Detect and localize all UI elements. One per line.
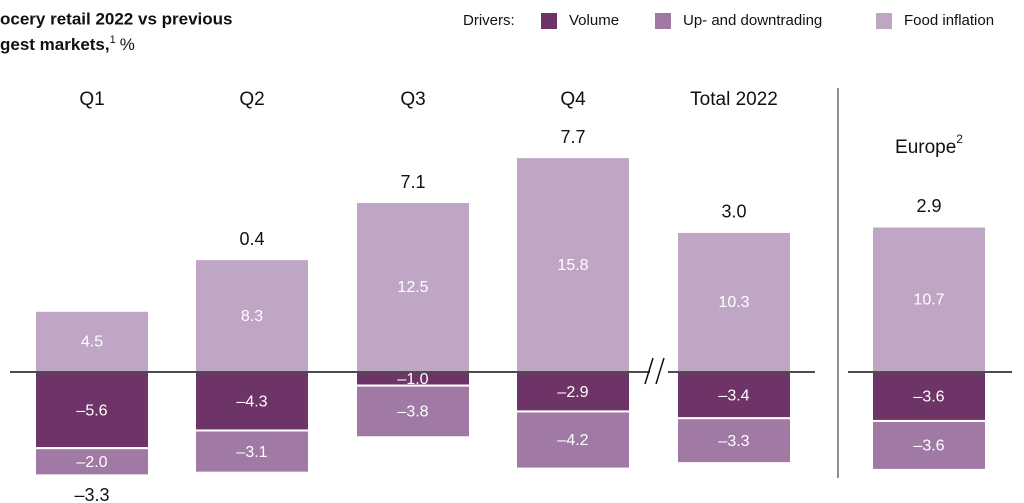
category-text: Europe bbox=[895, 137, 956, 158]
bar-segment bbox=[676, 417, 792, 465]
category-superscript: 2 bbox=[956, 132, 963, 146]
bars bbox=[34, 156, 987, 477]
bar-segment bbox=[355, 201, 471, 373]
chart-title: ocery retail 2022 vs previous bbox=[0, 9, 232, 28]
legend-label: Up- and downtrading bbox=[683, 12, 822, 29]
x-tick-label: Europe2 bbox=[895, 132, 963, 158]
legend-swatch bbox=[655, 13, 671, 29]
category-text: Q1 bbox=[79, 89, 104, 110]
bar-segment bbox=[676, 230, 792, 373]
legend-label: Volume bbox=[569, 12, 619, 29]
bar-segment bbox=[194, 429, 310, 474]
segment-label: 12.5 bbox=[397, 279, 428, 296]
segment-label: –4.2 bbox=[557, 432, 588, 449]
segment-label: –3.4 bbox=[718, 387, 749, 404]
axis-break bbox=[655, 357, 665, 385]
segment-label: –3.6 bbox=[913, 389, 944, 406]
axis-break bbox=[644, 357, 654, 385]
total-label: –3.3 bbox=[74, 485, 109, 503]
segment-label: –3.1 bbox=[236, 444, 267, 461]
bar-segment bbox=[515, 410, 631, 470]
category-text: Q3 bbox=[400, 89, 425, 110]
segment-label: –4.3 bbox=[236, 393, 267, 410]
x-tick-label: Total 2022 bbox=[690, 89, 778, 110]
segment-label: 4.5 bbox=[81, 334, 103, 351]
bar-segment bbox=[194, 258, 310, 373]
bar-segment bbox=[871, 371, 987, 422]
segment-label: –3.3 bbox=[718, 433, 749, 450]
x-tick-label: Q2 bbox=[239, 89, 264, 110]
segment-label: 8.3 bbox=[241, 308, 263, 325]
x-tick-label: Q3 bbox=[400, 89, 425, 110]
legend-swatch bbox=[541, 13, 557, 29]
total-label: 7.7 bbox=[560, 127, 585, 147]
category-text: Q4 bbox=[560, 89, 586, 110]
total-label: 7.1 bbox=[400, 172, 425, 192]
legend-label: Food inflation bbox=[904, 12, 994, 29]
segment-label: –3.6 bbox=[913, 438, 944, 455]
legend-title: Drivers: bbox=[463, 12, 515, 29]
bar-segment bbox=[355, 384, 471, 439]
total-label: 3.0 bbox=[721, 202, 746, 222]
chart-title-line2: gest markets,1% bbox=[0, 34, 135, 55]
bar-segment bbox=[871, 419, 987, 471]
bar-segment bbox=[515, 156, 631, 373]
title-unit: % bbox=[120, 35, 135, 54]
bar-segment bbox=[676, 371, 792, 420]
title-footnote: 1 bbox=[110, 34, 116, 46]
segment-label: –2.9 bbox=[557, 384, 588, 401]
segment-label: –3.8 bbox=[397, 404, 428, 421]
bar-segment bbox=[515, 371, 631, 413]
segment-label: –5.6 bbox=[76, 402, 107, 419]
total-label: 2.9 bbox=[916, 196, 941, 216]
legend-swatch bbox=[876, 13, 892, 29]
segment-label: 10.7 bbox=[913, 291, 944, 308]
category-text: Q2 bbox=[239, 89, 264, 110]
total-label: 0.4 bbox=[239, 229, 264, 249]
category-text: Total 2022 bbox=[690, 89, 778, 110]
segment-label: –2.0 bbox=[76, 454, 107, 471]
x-tick-label: Q4 bbox=[560, 89, 586, 110]
bar-segment bbox=[34, 447, 150, 477]
bar-segment bbox=[871, 225, 987, 373]
segment-label: –1.0 bbox=[397, 371, 428, 388]
segment-label: 15.8 bbox=[557, 257, 588, 274]
segment-label: 10.3 bbox=[718, 294, 749, 311]
title-text: gest markets, bbox=[0, 35, 110, 54]
x-tick-label: Q1 bbox=[79, 89, 104, 110]
